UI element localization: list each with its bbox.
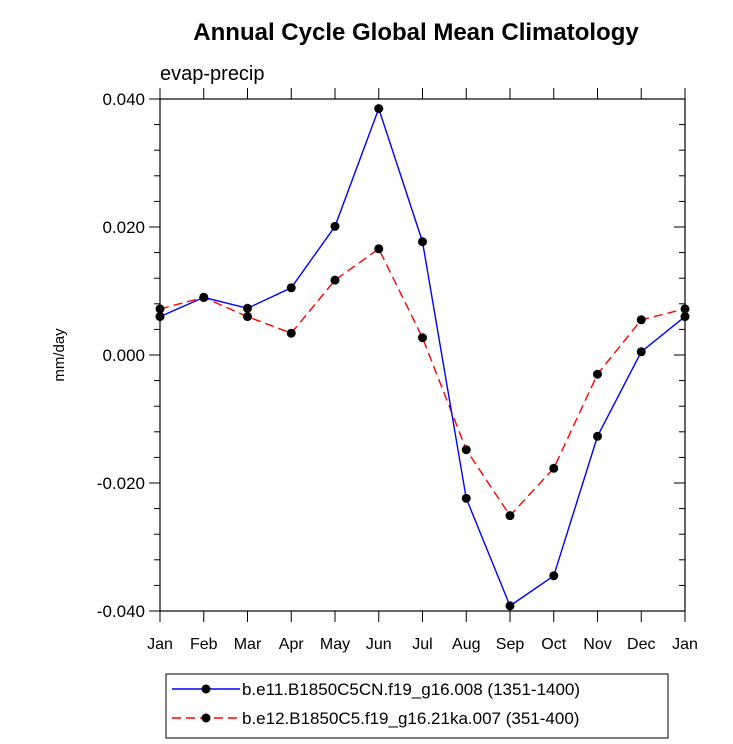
data-point: [549, 463, 559, 473]
legend-marker: [201, 684, 211, 694]
y-axis-tick-labels: -0.040 -0.020 0.000 0.020 0.040: [97, 90, 145, 621]
data-point: [549, 571, 559, 581]
y-tick-label: -0.020: [97, 474, 145, 493]
x-tick-label: Jul: [412, 636, 432, 653]
y-axis-ticks: [149, 98, 685, 612]
x-axis-tick-labels: Jan Feb Mar Apr May Jun Jul Aug Sep Oct Nov Dec Jan: [147, 636, 698, 653]
x-tick-label: May: [320, 636, 350, 653]
y-axis-label: mm/day: [51, 328, 68, 382]
x-tick-label: Dec: [627, 636, 655, 653]
data-point: [243, 303, 252, 313]
data-point: [330, 275, 340, 285]
x-tick-label: Apr: [279, 636, 305, 653]
x-tick-label: Jun: [366, 636, 392, 653]
data-point: [286, 283, 296, 293]
data-point: [680, 304, 690, 314]
x-tick-label: Oct: [541, 636, 566, 653]
data-point: [593, 369, 602, 379]
x-tick-label: Aug: [452, 636, 480, 653]
plot-area-frame: [159, 98, 686, 612]
series-line-2: [159, 247, 686, 517]
data-point: [199, 292, 209, 302]
data-point: [593, 431, 602, 441]
y-tick-label: 0.040: [102, 90, 145, 109]
chart-title: Annual Cycle Global Mean Climatology: [193, 19, 639, 46]
x-tick-label: Jan: [147, 636, 173, 653]
x-tick-label: Jan: [672, 636, 698, 653]
data-point: [680, 312, 690, 322]
y-tick-label: 0.000: [102, 346, 145, 365]
x-tick-label: Nov: [583, 636, 611, 653]
series-line-1: [159, 106, 686, 607]
data-point: [374, 104, 384, 114]
data-point: [418, 237, 427, 247]
data-point: [374, 244, 384, 254]
data-point: [330, 221, 340, 231]
data-point: [461, 493, 471, 503]
legend-box: [165, 673, 669, 739]
data-point: [243, 312, 252, 322]
x-tick-label: Mar: [234, 636, 262, 653]
legend-marker: [201, 713, 211, 723]
data-point: [636, 315, 646, 325]
data-point: [505, 601, 515, 611]
y-tick-label: -0.040: [97, 602, 145, 621]
data-point: [155, 304, 165, 314]
legend-label: b.e12.B1850C5.f19_g16.21ka.007 (351-400): [242, 709, 579, 728]
data-point: [155, 312, 165, 322]
x-tick-label: Feb: [190, 636, 218, 653]
y-tick-label: 0.020: [102, 218, 145, 237]
legend-label: b.e11.B1850C5CN.f19_g16.008 (1351-1400): [242, 680, 580, 699]
data-point: [461, 445, 471, 455]
x-tick-label: Sep: [496, 636, 525, 653]
series-layer: [155, 104, 690, 611]
legend: b.e11.B1850C5CN.f19_g16.008 (1351-1400) b…: [165, 673, 669, 739]
data-point: [636, 347, 646, 357]
data-point: [418, 333, 427, 343]
x-axis-ticks: [159, 88, 686, 622]
data-point: [286, 328, 296, 338]
data-point: [505, 511, 515, 521]
chart-subtitle: evap-precip: [160, 63, 265, 85]
